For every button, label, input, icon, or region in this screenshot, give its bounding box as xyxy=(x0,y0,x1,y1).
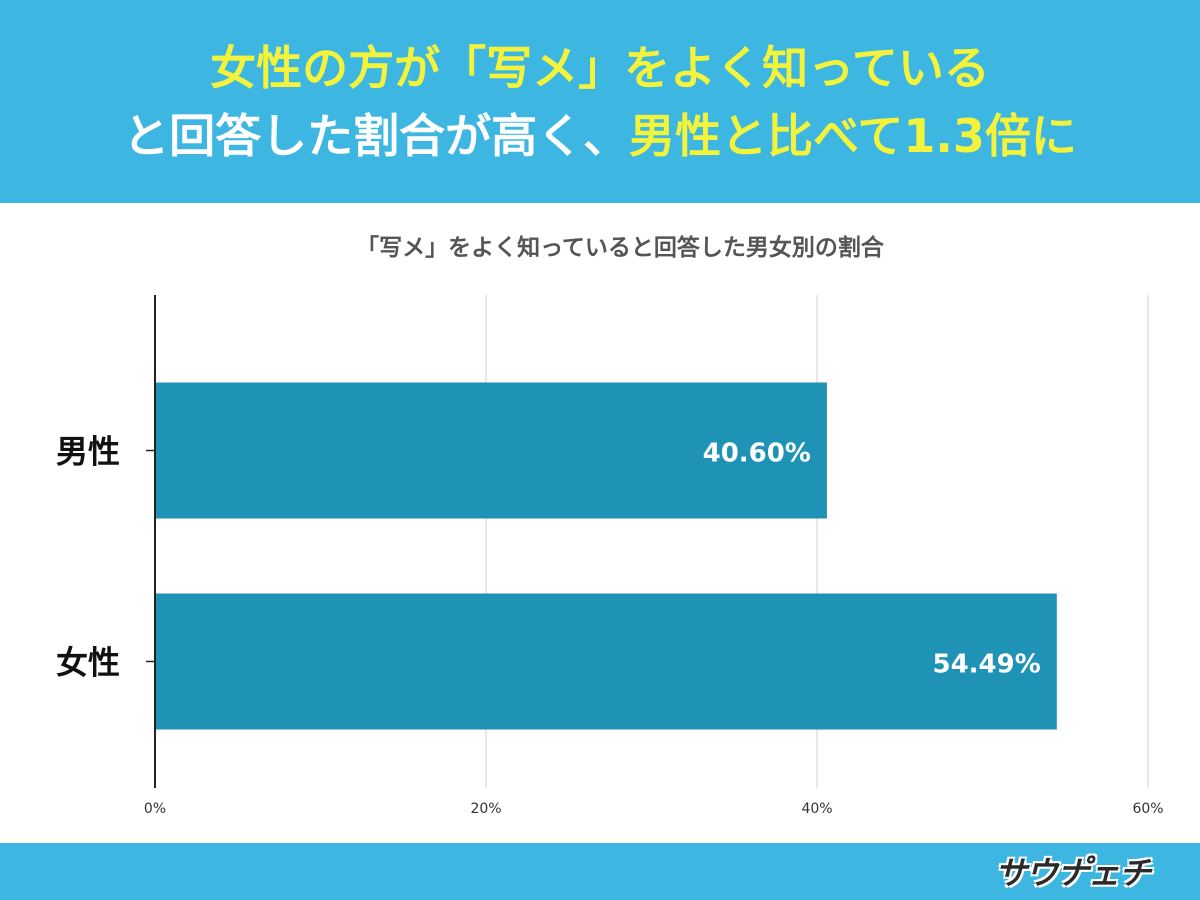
logo-text: サウナ゚ェチ xyxy=(994,854,1151,892)
x-tick-label: 40% xyxy=(801,801,832,817)
headline-line-2-highlight-text: 男性と比べて1.3倍に xyxy=(629,109,1077,163)
data-label: 54.49% xyxy=(933,650,1041,680)
headline-line-1-text: 女性の方が「写メ」をよく知っている xyxy=(210,41,990,95)
header-banner: 女性の方が「写メ」をよく知っている と回答した割合が高く、男性と比べて1.3倍に xyxy=(0,0,1200,203)
headline-line-2-white-text: と回答した割合が高く、 xyxy=(123,109,630,163)
bar xyxy=(155,382,827,519)
bar xyxy=(155,593,1057,730)
data-label: 40.60% xyxy=(703,439,811,469)
brand-logo: サウナ゚ェチ xyxy=(994,848,1151,892)
x-tick-label: 60% xyxy=(1132,801,1163,817)
headline-line-2: と回答した割合が高く、男性と比べて1.3倍に xyxy=(0,108,1200,164)
footer-bar xyxy=(0,843,1200,900)
category-label: 男性 xyxy=(56,433,120,471)
x-tick-label: 0% xyxy=(144,801,166,817)
x-tick-label: 20% xyxy=(470,801,501,817)
chart-title: 「写メ」をよく知っていると回答した男女別の割合 xyxy=(356,235,884,261)
category-label: 女性 xyxy=(56,644,120,682)
headline-line-1: 女性の方が「写メ」をよく知っている xyxy=(0,40,1200,96)
